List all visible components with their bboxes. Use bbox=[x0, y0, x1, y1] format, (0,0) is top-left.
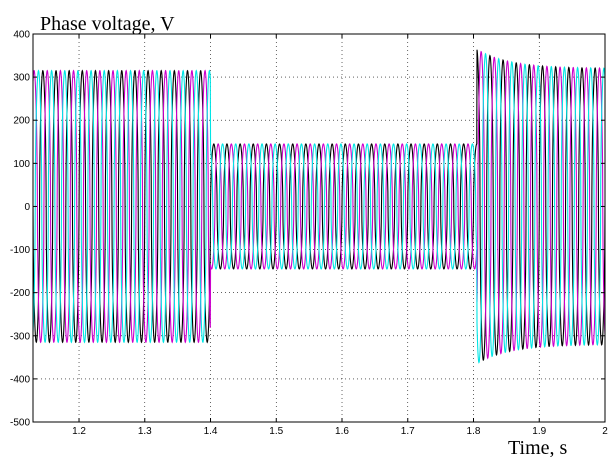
x-tick-label: 1.5 bbox=[269, 426, 283, 437]
x-tick-label: 1.2 bbox=[72, 426, 86, 437]
y-axis-label: Phase voltage, V bbox=[40, 13, 175, 35]
y-tick-label: -400 bbox=[10, 374, 30, 385]
y-tick-label: -500 bbox=[10, 418, 30, 429]
y-tick-label: 100 bbox=[13, 159, 30, 170]
y-tick-label: 200 bbox=[13, 116, 30, 127]
x-tick-label: 1.7 bbox=[401, 426, 415, 437]
y-tick-label: -200 bbox=[10, 288, 30, 299]
x-tick-label: 1.8 bbox=[467, 426, 481, 437]
series-group bbox=[33, 49, 605, 364]
x-tick-label: 2 bbox=[602, 426, 608, 437]
ticks: 1.2 1.3 1.4 1.5 1.6 1.7 1.8 1.9 2 -500 -400 -300 -20… bbox=[10, 30, 608, 438]
x-tick-label: 1.9 bbox=[532, 426, 546, 437]
y-tick-label: -100 bbox=[10, 245, 30, 256]
y-tick-label: 400 bbox=[13, 30, 30, 41]
x-tick-label: 1.6 bbox=[335, 426, 349, 437]
y-tick-label: 0 bbox=[24, 202, 30, 213]
x-tick-label: 1.3 bbox=[138, 426, 152, 437]
x-tick-label: 1.4 bbox=[204, 426, 218, 437]
series-line bbox=[33, 52, 605, 364]
plot-frame bbox=[32, 33, 606, 423]
y-tick-label: -300 bbox=[10, 331, 30, 342]
series-line bbox=[33, 49, 605, 361]
y-tick-label: 300 bbox=[13, 73, 30, 84]
x-axis-label: Time, s bbox=[508, 437, 568, 457]
